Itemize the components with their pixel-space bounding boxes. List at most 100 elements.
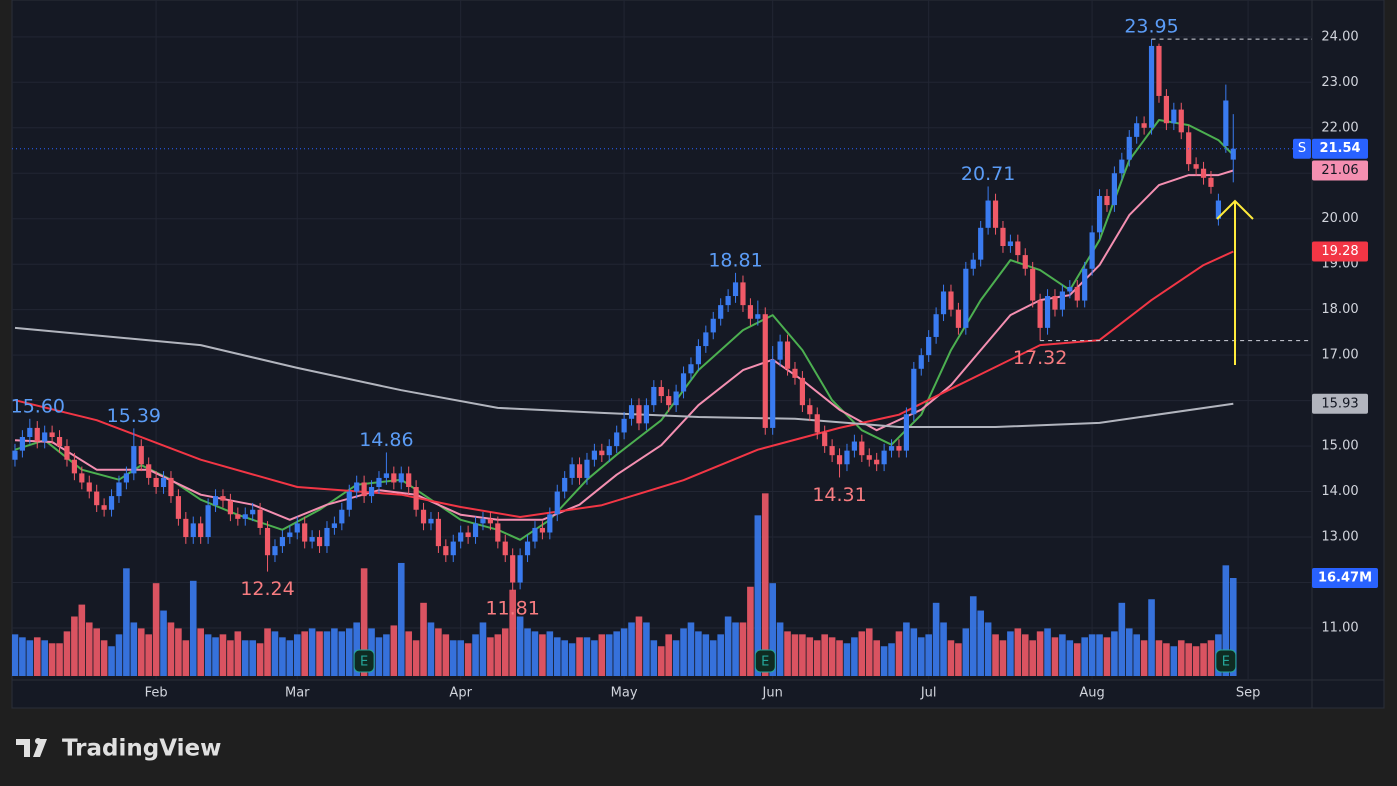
- candle-body: [368, 487, 375, 497]
- volume-bar: [331, 628, 338, 676]
- candle-body: [517, 555, 523, 583]
- ma-tag: [1312, 160, 1368, 181]
- candle-body: [27, 427, 33, 437]
- candle-body: [420, 509, 427, 524]
- volume-bar: [1222, 565, 1230, 676]
- candle-body: [539, 527, 545, 533]
- volume-bar: [717, 634, 724, 676]
- volume-bar: [709, 640, 717, 676]
- volume-bar: [1111, 631, 1118, 676]
- volume-bar: [1125, 628, 1133, 676]
- candle-body: [710, 318, 716, 333]
- volume-bar: [63, 631, 71, 676]
- candle-body: [1215, 200, 1221, 219]
- axes: 11.0012.0013.0014.0015.0016.0017.0018.00…: [145, 29, 1378, 701]
- candle-body: [316, 537, 323, 547]
- volume-bar: [1007, 631, 1014, 676]
- volume-bar: [427, 622, 435, 676]
- candle-body: [992, 200, 999, 228]
- volume-bar: [769, 583, 776, 676]
- candle-body: [138, 446, 144, 465]
- volume-bar: [620, 628, 628, 676]
- candle-body: [874, 459, 880, 465]
- volume-bar: [1021, 634, 1029, 676]
- volume-bar: [873, 640, 880, 676]
- extreme-label: 23.95: [1124, 16, 1178, 38]
- candle-body: [79, 473, 85, 483]
- volume-bar: [739, 622, 747, 676]
- volume-bar: [12, 634, 19, 676]
- volume-bar: [1148, 599, 1155, 676]
- x-tick-label: Jul: [920, 686, 937, 701]
- volume-bar: [26, 640, 34, 676]
- volume-bar: [1096, 634, 1103, 676]
- y-tick-label: 23.00: [1321, 75, 1358, 90]
- volume-bar: [1155, 640, 1163, 676]
- volume-bar: [947, 640, 955, 676]
- volume-bar: [531, 631, 539, 676]
- candle-body: [153, 477, 159, 488]
- candle-body: [1082, 268, 1088, 301]
- volume-bar: [806, 637, 814, 676]
- volume-bar: [487, 637, 494, 676]
- volume-bar: [702, 634, 710, 676]
- volume-bar: [375, 637, 383, 676]
- candle-body: [1007, 241, 1013, 247]
- x-tick-label: Aug: [1079, 686, 1104, 701]
- candle-body: [108, 496, 115, 510]
- earnings-badge: [754, 649, 776, 673]
- earnings-label: E: [761, 655, 769, 670]
- volume-bar: [338, 631, 346, 676]
- brand-name: TradingView: [62, 736, 221, 762]
- extreme-label: 12.24: [240, 578, 294, 600]
- candle-body: [86, 482, 92, 492]
- ma-tag-label: 15.93: [1321, 396, 1358, 411]
- candle-body: [279, 537, 285, 547]
- volume-bar: [880, 646, 888, 676]
- candle-body: [822, 432, 828, 447]
- candle-body: [123, 473, 129, 483]
- volume-bar: [925, 634, 932, 676]
- x-tick-label: Sep: [1236, 686, 1261, 701]
- candle-body: [643, 405, 649, 424]
- volume-bar: [828, 637, 836, 676]
- candle-body: [49, 432, 55, 437]
- candle-body: [1052, 296, 1058, 310]
- volume-bar: [969, 596, 977, 676]
- candle-body: [376, 477, 382, 488]
- candle-body: [294, 523, 300, 533]
- volume-bar: [576, 637, 583, 676]
- candle-body: [331, 523, 337, 528]
- candle-body: [34, 427, 40, 442]
- moving-average: [14, 326, 1234, 428]
- volume-bar: [635, 616, 643, 676]
- candle-body: [383, 473, 389, 478]
- volume-bar: [501, 628, 509, 676]
- volume-bar: [1200, 643, 1207, 676]
- volume-bar: [271, 631, 279, 676]
- volume-bar: [93, 628, 100, 676]
- volume-bar: [955, 643, 962, 676]
- price-tag-label: S: [1298, 141, 1306, 156]
- volume-bar: [992, 634, 999, 676]
- candle-body: [1178, 109, 1184, 133]
- volume-bar: [509, 589, 516, 676]
- volume-bar: [613, 631, 620, 676]
- volume-bar: [903, 622, 910, 676]
- y-tick-label: 18.00: [1321, 302, 1358, 317]
- candle-body: [770, 359, 776, 428]
- candle-body: [12, 450, 18, 460]
- volume-bar: [1081, 637, 1088, 676]
- candle-body: [963, 268, 969, 328]
- candle-body: [309, 537, 315, 542]
- volume-bar: [932, 602, 940, 676]
- extreme-label: 17.32: [1013, 347, 1067, 369]
- x-tick-label: Feb: [145, 686, 168, 701]
- candle-body: [242, 514, 248, 519]
- candle-body: [354, 482, 360, 492]
- candle-body: [1193, 164, 1199, 169]
- candle-body: [406, 473, 412, 488]
- candle-body: [227, 500, 233, 515]
- candle-body: [71, 459, 77, 474]
